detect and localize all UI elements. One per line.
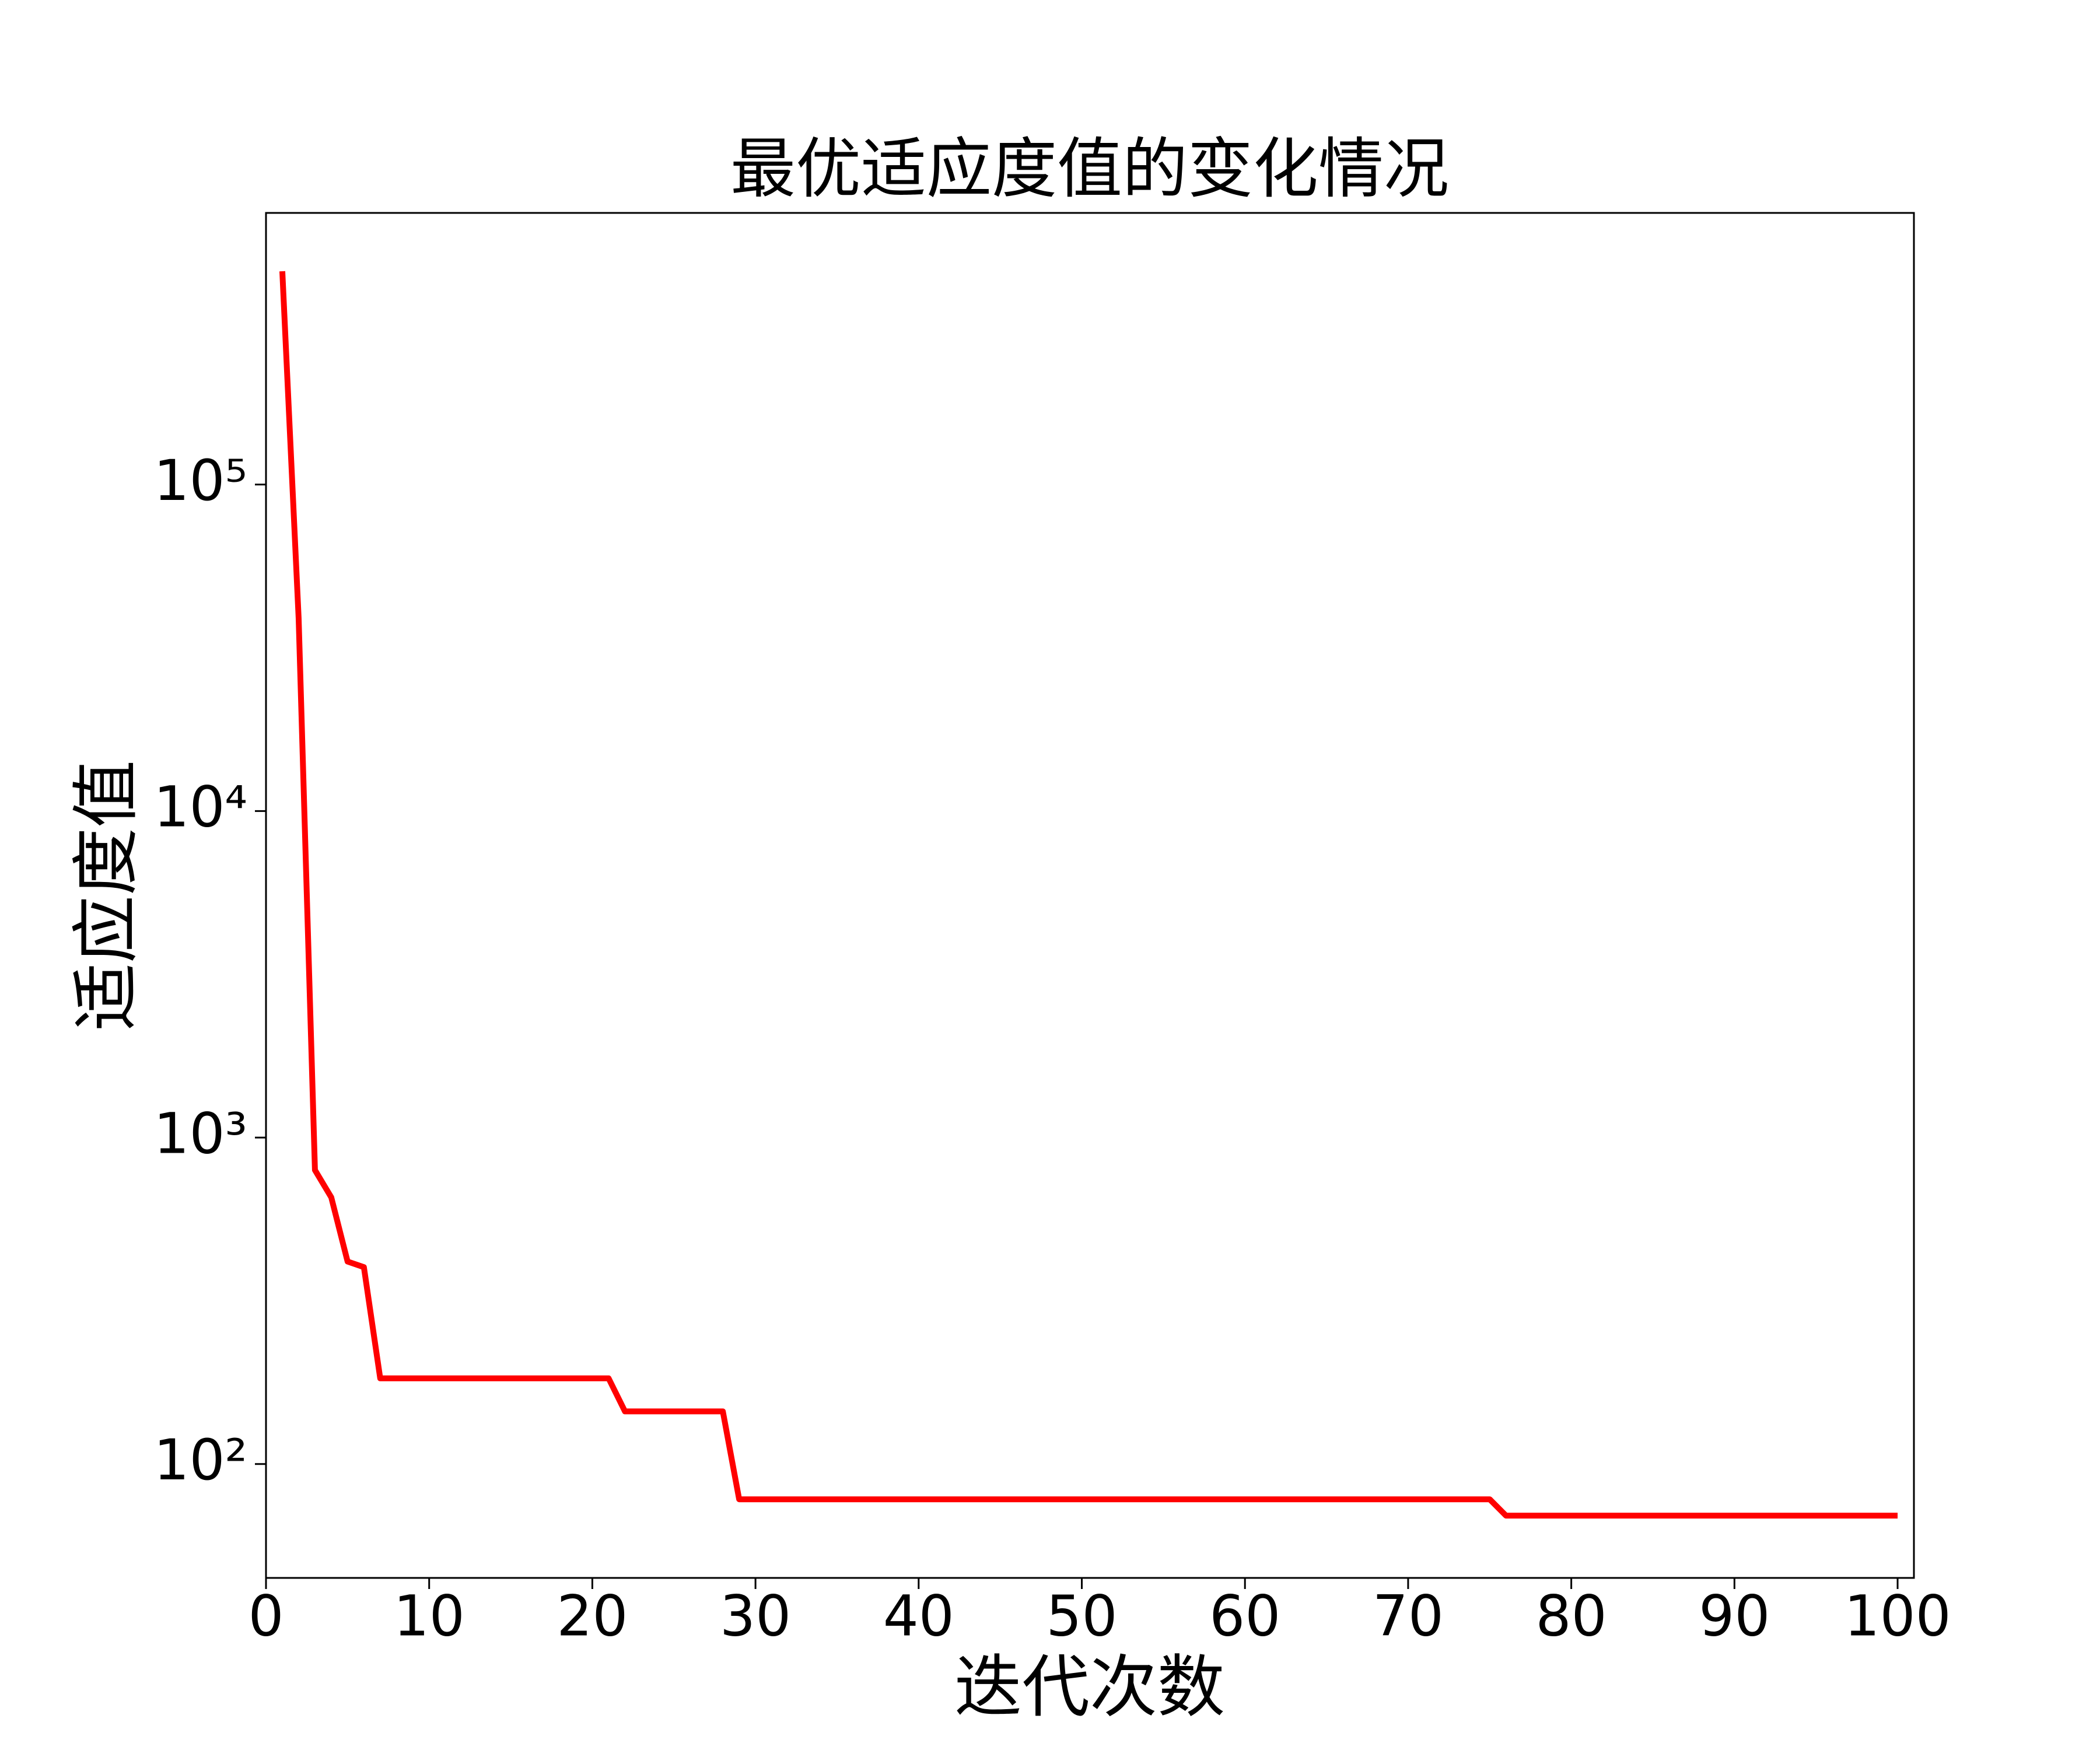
x-tick-label: 30 — [720, 1583, 791, 1648]
plot-frame — [265, 212, 1915, 1579]
y-tick-label: 10⁴ — [153, 775, 247, 840]
x-tick-label: 80 — [1536, 1583, 1607, 1648]
x-tick-label: 70 — [1373, 1583, 1444, 1648]
x-tick-label: 0 — [248, 1583, 284, 1648]
x-tick-label: 90 — [1699, 1583, 1770, 1648]
x-tick-label: 100 — [1844, 1583, 1951, 1648]
y-axis-label: 适应度值 — [67, 760, 146, 1031]
x-tick-label: 60 — [1209, 1583, 1280, 1648]
x-tick-label: 10 — [394, 1583, 465, 1648]
data-line — [279, 271, 1898, 1519]
y-tick-label: 10⁵ — [153, 448, 247, 513]
y-tick-label: 10³ — [153, 1101, 247, 1166]
y-tick-label: 10² — [153, 1427, 247, 1493]
x-tick-label: 50 — [1046, 1583, 1117, 1648]
x-tick-label: 40 — [883, 1583, 954, 1648]
x-tick-label: 20 — [556, 1583, 628, 1648]
x-axis-label: 迭代次数 — [954, 1648, 1225, 1727]
chart-title: 最优适应度值的变化情况 — [730, 131, 1449, 207]
